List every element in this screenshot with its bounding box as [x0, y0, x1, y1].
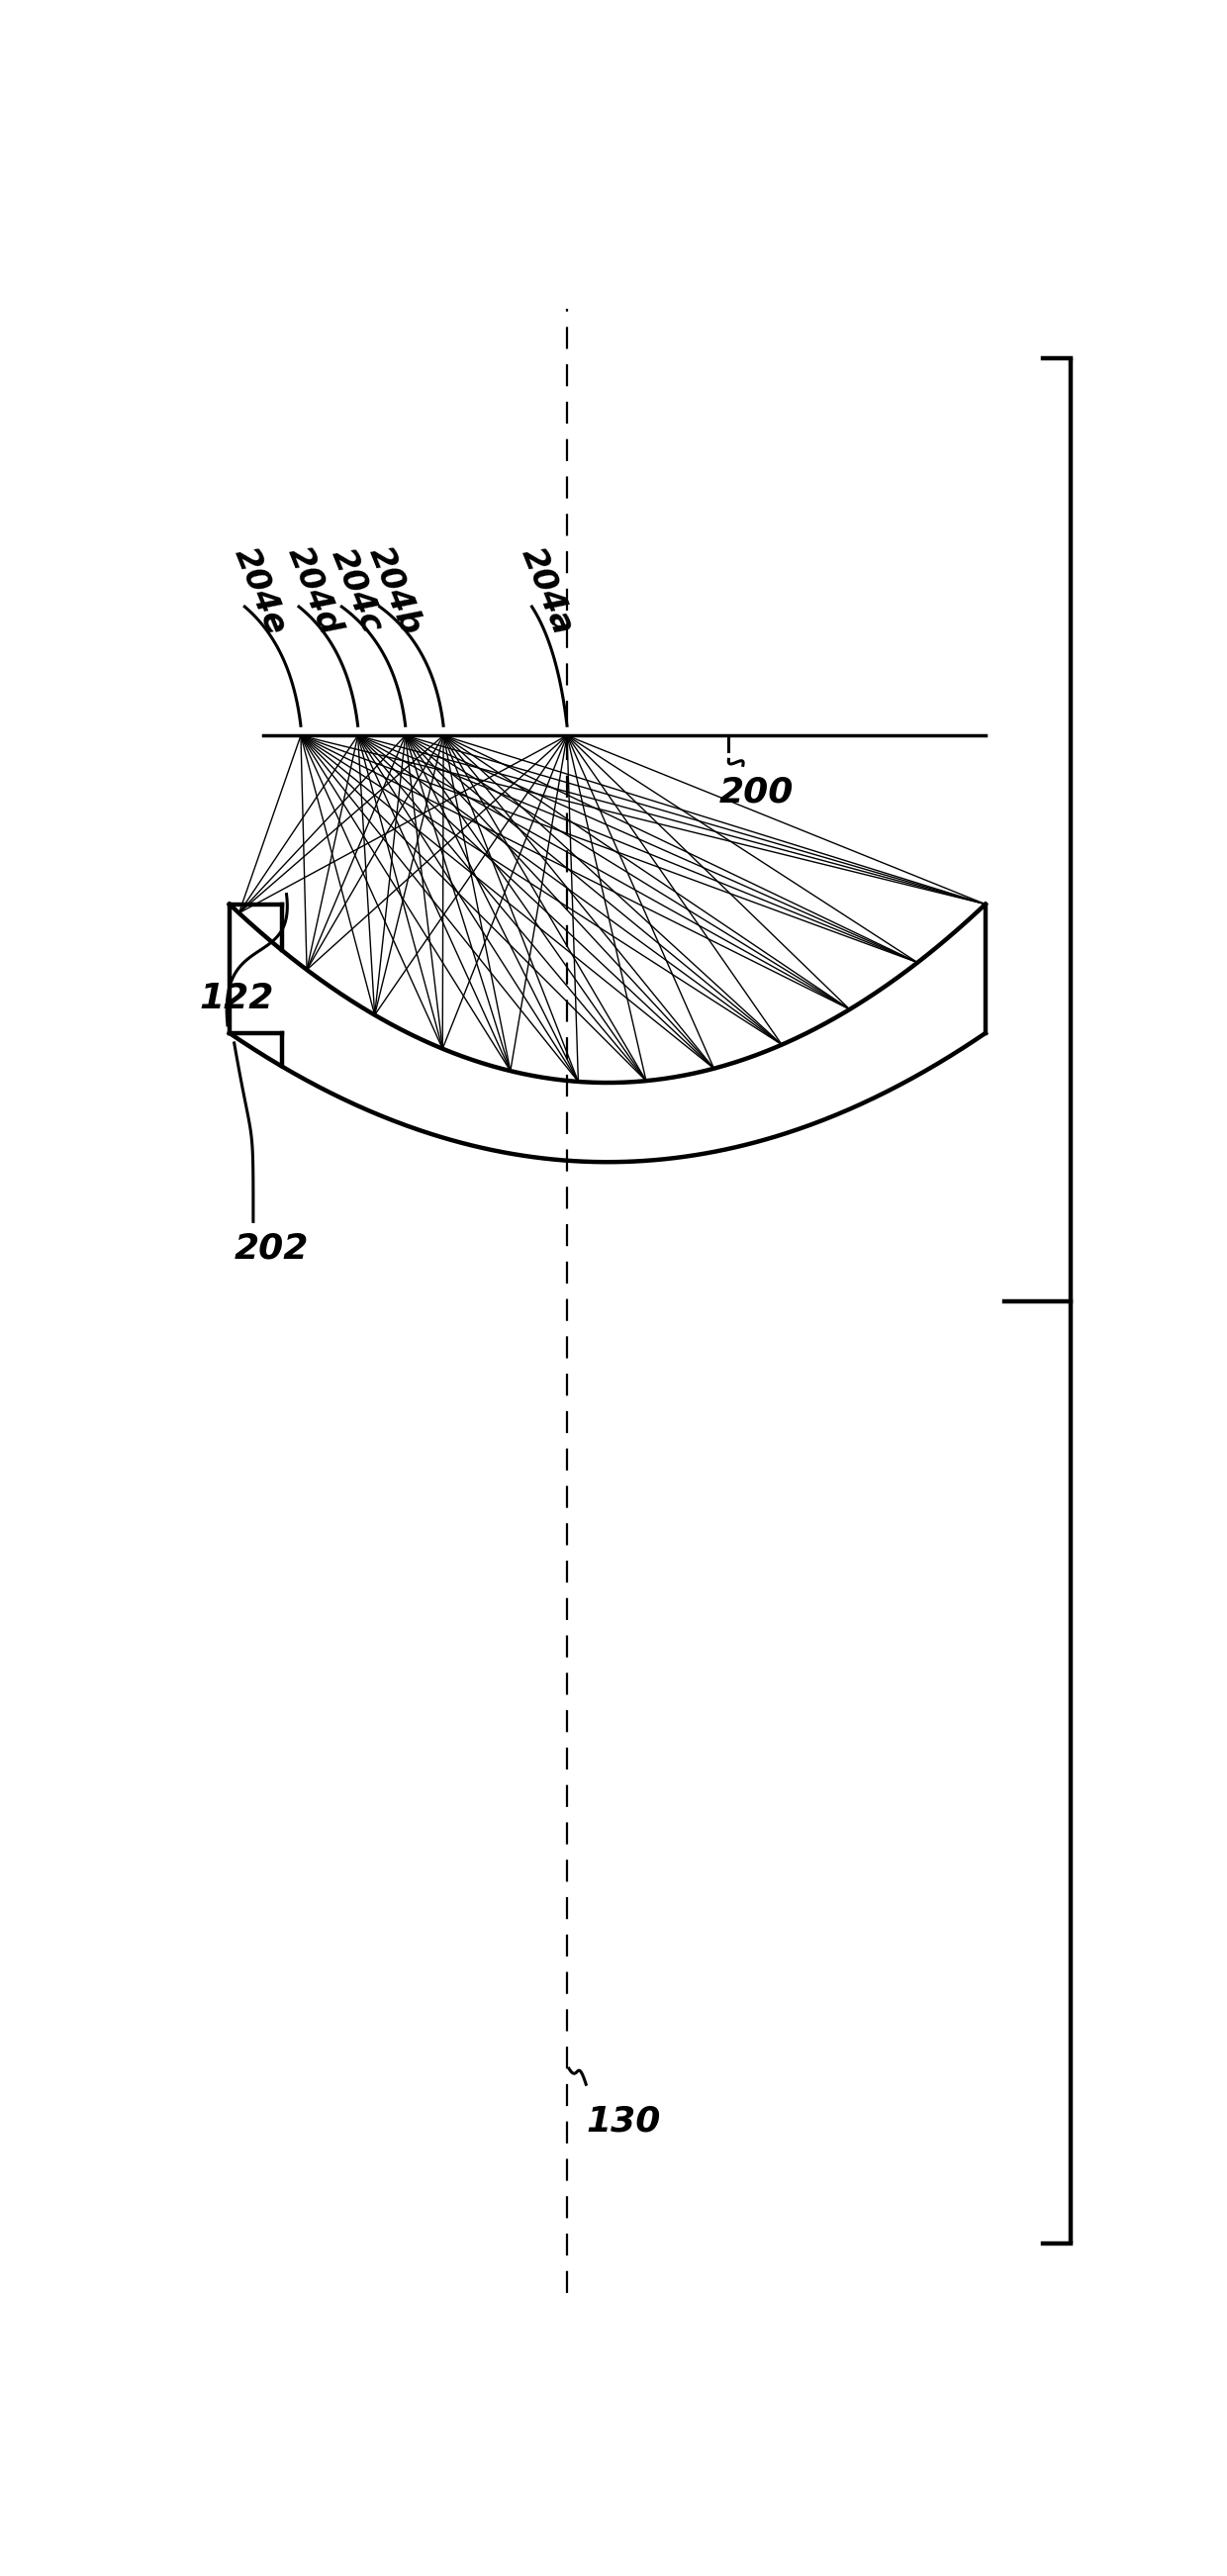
Text: 130: 130: [587, 2105, 660, 2138]
Text: 204c: 204c: [325, 544, 389, 639]
Text: 204d: 204d: [281, 541, 346, 639]
Text: 202: 202: [234, 1231, 309, 1265]
Text: 204a: 204a: [515, 541, 579, 639]
Text: 204b: 204b: [362, 541, 427, 639]
Text: 122: 122: [199, 981, 274, 1015]
Text: 204e: 204e: [227, 541, 292, 639]
Text: 200: 200: [719, 775, 794, 809]
